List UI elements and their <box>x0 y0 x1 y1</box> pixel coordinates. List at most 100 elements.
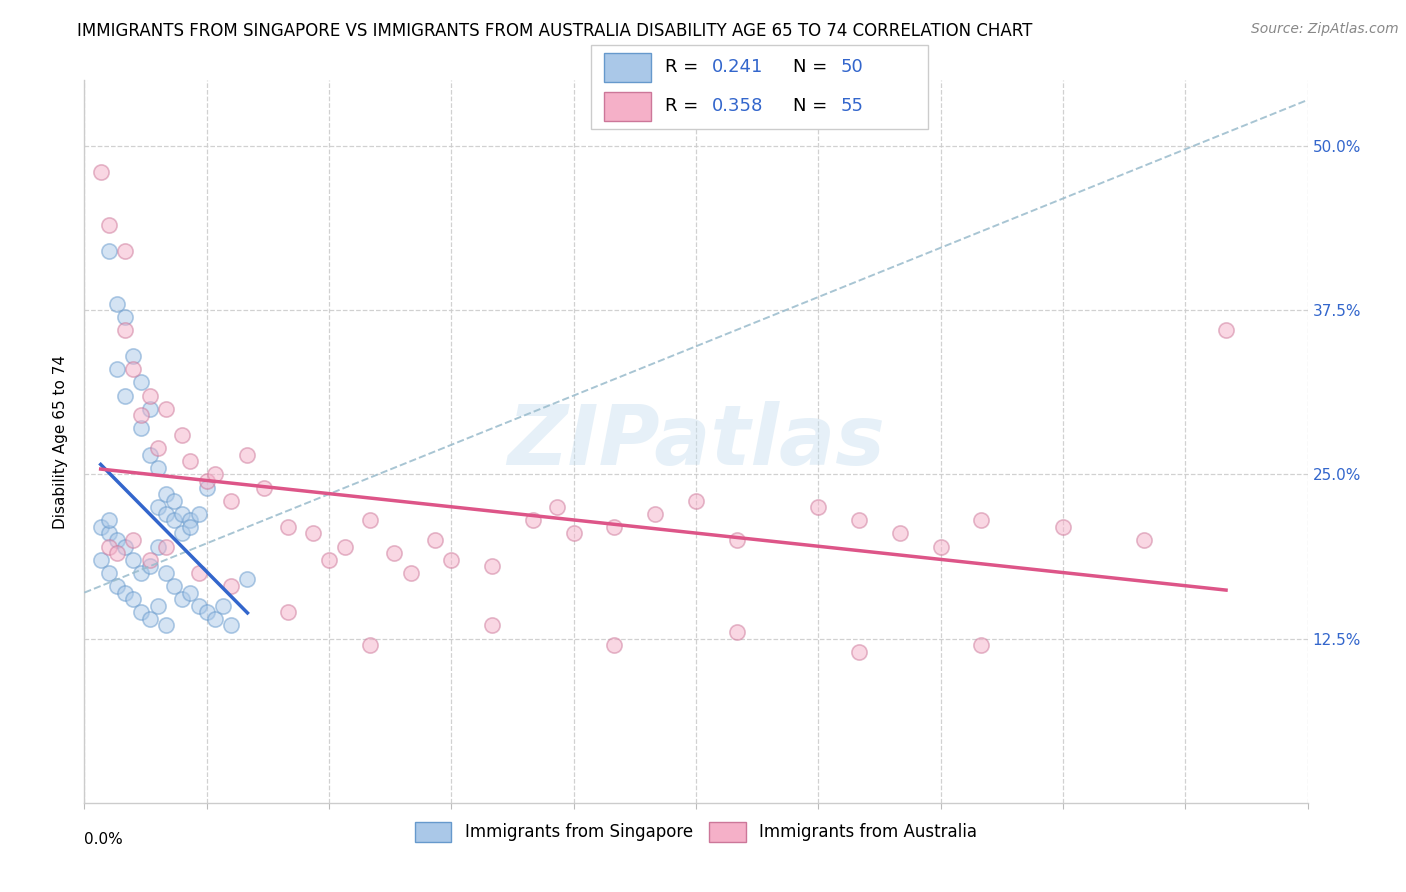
Point <box>399 566 422 580</box>
Point <box>970 638 993 652</box>
FancyBboxPatch shape <box>605 92 651 120</box>
Text: 50: 50 <box>841 59 863 77</box>
Point <box>359 638 381 652</box>
Point <box>146 540 169 554</box>
Point <box>105 533 128 547</box>
Point <box>301 526 323 541</box>
Point <box>146 441 169 455</box>
Point <box>440 553 463 567</box>
Point <box>179 513 201 527</box>
Point <box>97 566 120 580</box>
Point <box>212 599 235 613</box>
Point <box>155 540 177 554</box>
Point <box>131 421 153 435</box>
Point <box>204 612 226 626</box>
Point <box>131 566 153 580</box>
Point <box>90 553 112 567</box>
Point <box>1215 323 1237 337</box>
Point <box>146 599 169 613</box>
Point <box>685 493 707 508</box>
Point <box>929 540 952 554</box>
Point <box>90 165 112 179</box>
Point <box>105 579 128 593</box>
Point <box>138 553 160 567</box>
Point <box>97 218 120 232</box>
Point <box>179 454 201 468</box>
Point <box>138 388 160 402</box>
Point <box>187 566 209 580</box>
Point <box>122 553 145 567</box>
Point <box>163 513 186 527</box>
Text: Source: ZipAtlas.com: Source: ZipAtlas.com <box>1251 22 1399 37</box>
Point <box>105 362 128 376</box>
Point <box>179 585 201 599</box>
Point <box>195 605 218 619</box>
Point <box>146 500 169 515</box>
Text: 0.358: 0.358 <box>711 97 763 115</box>
Point <box>172 428 194 442</box>
Point <box>277 520 299 534</box>
Point <box>122 592 145 607</box>
Point <box>155 507 177 521</box>
Text: 55: 55 <box>841 97 863 115</box>
Point <box>204 467 226 482</box>
Point <box>889 526 911 541</box>
Text: R =: R = <box>665 97 704 115</box>
Point <box>481 559 503 574</box>
Point <box>122 349 145 363</box>
Text: 0.241: 0.241 <box>711 59 763 77</box>
Point <box>97 244 120 258</box>
Point <box>138 448 160 462</box>
Point <box>114 244 136 258</box>
Point <box>277 605 299 619</box>
Point <box>848 645 870 659</box>
Point <box>122 362 145 376</box>
Point <box>1052 520 1074 534</box>
Point <box>146 460 169 475</box>
Text: 0.0%: 0.0% <box>84 831 124 847</box>
Point <box>236 448 259 462</box>
Text: N =: N = <box>793 59 832 77</box>
Text: R =: R = <box>665 59 704 77</box>
Point <box>114 323 136 337</box>
Point <box>114 388 136 402</box>
Text: IMMIGRANTS FROM SINGAPORE VS IMMIGRANTS FROM AUSTRALIA DISABILITY AGE 65 TO 74 C: IMMIGRANTS FROM SINGAPORE VS IMMIGRANTS … <box>77 22 1032 40</box>
Point <box>97 540 120 554</box>
Point <box>335 540 357 554</box>
Point <box>155 401 177 416</box>
Legend: Immigrants from Singapore, Immigrants from Australia: Immigrants from Singapore, Immigrants fr… <box>408 815 984 848</box>
Point <box>97 526 120 541</box>
Point <box>644 507 666 521</box>
Point <box>603 520 626 534</box>
Point <box>382 546 405 560</box>
Point <box>725 533 748 547</box>
Point <box>1133 533 1156 547</box>
Point <box>725 625 748 640</box>
Point <box>423 533 446 547</box>
Point <box>105 546 128 560</box>
Point <box>105 296 128 310</box>
Point <box>172 507 194 521</box>
Point <box>219 579 242 593</box>
Point <box>187 507 209 521</box>
Point <box>122 533 145 547</box>
Point <box>163 493 186 508</box>
Point <box>195 474 218 488</box>
Point <box>163 579 186 593</box>
Point <box>155 618 177 632</box>
Point <box>138 401 160 416</box>
Point <box>155 566 177 580</box>
Point <box>131 409 153 423</box>
Point <box>562 526 585 541</box>
Point <box>318 553 340 567</box>
Point <box>90 520 112 534</box>
Point <box>187 599 209 613</box>
Point <box>138 612 160 626</box>
Point <box>114 310 136 324</box>
Text: N =: N = <box>793 97 832 115</box>
Y-axis label: Disability Age 65 to 74: Disability Age 65 to 74 <box>53 354 69 529</box>
Point <box>481 618 503 632</box>
Point <box>970 513 993 527</box>
FancyBboxPatch shape <box>591 45 928 129</box>
Point <box>236 573 259 587</box>
